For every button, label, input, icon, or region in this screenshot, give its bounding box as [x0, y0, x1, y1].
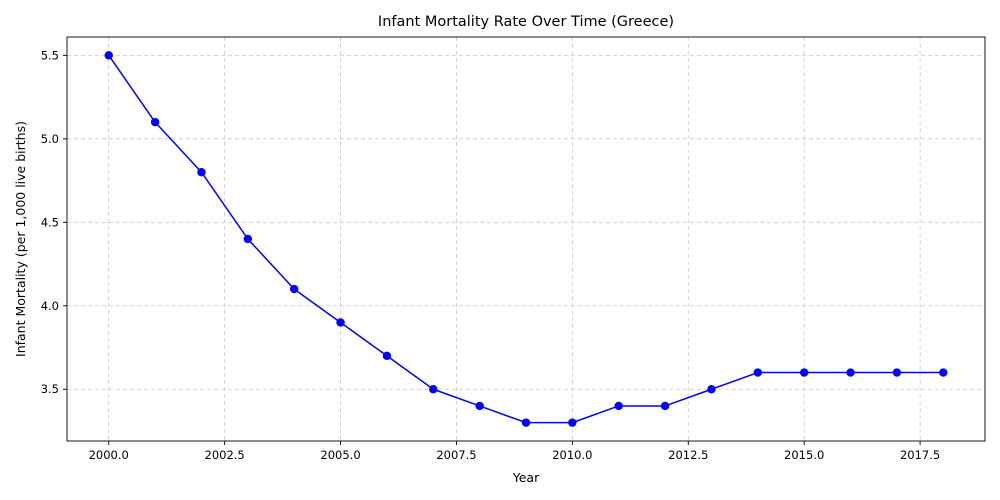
data-point [614, 401, 623, 411]
chart-title: Infant Mortality Rate Over Time (Greece) [378, 14, 674, 30]
data-point [243, 234, 253, 244]
data-point [197, 168, 206, 177]
y-axis-label: Infant Mortality (per 1,000 live births) [13, 121, 28, 357]
x-tick-label: 2015.0 [784, 448, 824, 462]
grid [67, 37, 985, 441]
x-tick-label: 2010.0 [552, 448, 592, 462]
y-tick-label: 3.5 [41, 382, 59, 396]
data-point [660, 401, 670, 411]
series-line [108, 54, 944, 424]
data-point [336, 318, 345, 327]
data-point [846, 368, 855, 377]
data-point [892, 368, 902, 377]
data-point [104, 51, 113, 60]
x-tick-label: 2012.5 [668, 448, 708, 462]
y-tick-label: 5.0 [41, 132, 59, 146]
data-point [150, 117, 160, 127]
data-point [475, 401, 484, 411]
data-point [289, 284, 299, 294]
data-point [521, 418, 531, 427]
data-point [939, 368, 948, 377]
x-tick-label: 2002.5 [205, 448, 245, 462]
x-tick-label: 2000.0 [89, 448, 129, 462]
data-point [753, 368, 763, 377]
y-tick-label: 4.5 [41, 215, 59, 229]
series-layer [104, 51, 948, 427]
plot-area-frame [66, 36, 986, 442]
data-point [382, 351, 392, 361]
x-tick-label: 2017.5 [900, 448, 940, 462]
y-tick-label: 5.5 [41, 48, 59, 62]
data-point [707, 385, 716, 394]
data-point [799, 368, 809, 377]
x-tick-label: 2007.5 [436, 448, 476, 462]
data-point [568, 418, 577, 427]
ticks: 2000.0 2002.5 2005.0 2007.5 2010.0 2012.5 2015… [41, 48, 941, 462]
x-tick-label: 2005.0 [320, 448, 360, 462]
x-axis-label: Year [512, 470, 540, 485]
data-point [429, 385, 438, 394]
y-tick-label: 4.0 [41, 299, 59, 313]
